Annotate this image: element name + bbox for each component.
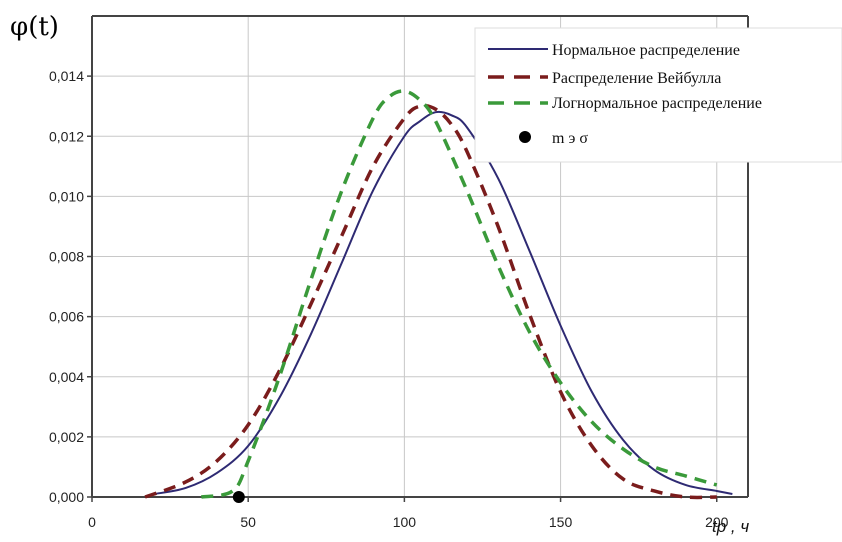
- legend-label: Логнормальное распределение: [552, 95, 762, 112]
- legend-entry-lognormal: Логнормальное распределение: [488, 95, 762, 112]
- x-tick-label: 150: [549, 514, 573, 530]
- y-axis-label: φ(t): [10, 12, 59, 42]
- y-tick-label: 0,000: [49, 489, 84, 505]
- y-tick-labels: 0,000 0,002 0,004 0,006 0,008 0,010 0,012 0,014: [49, 68, 84, 505]
- legend-entry-marker: m э σ: [519, 130, 588, 147]
- legend-label: m э σ: [552, 130, 588, 147]
- x-tick-label: 100: [393, 514, 417, 530]
- y-tick-label: 0,004: [49, 369, 84, 385]
- y-tick-label: 0,002: [49, 429, 84, 445]
- x-axis-label: tр , ч: [712, 517, 749, 536]
- y-tick-label: 0,012: [49, 128, 84, 144]
- legend-entry-weibull: Распределение Вейбулла: [488, 70, 721, 87]
- series-group: [144, 89, 733, 503]
- data-point-marker: [232, 491, 245, 503]
- series-line-lognormal: [201, 89, 718, 499]
- y-tick-label: 0,008: [49, 249, 84, 265]
- legend-entry-normal: Нормальное распределение: [488, 42, 740, 59]
- series-line-normal: [154, 110, 733, 495]
- y-tick-label: 0,010: [49, 188, 84, 204]
- legend: Нормальное распределение Распределение В…: [474, 27, 842, 163]
- y-tick-label: 0,006: [49, 309, 84, 325]
- legend-marker-swatch: [519, 131, 531, 143]
- x-tick-label: 200: [705, 514, 729, 530]
- x-tick-labels: 0 50 100 150 200: [88, 514, 729, 530]
- series-line-weibull: [144, 103, 717, 500]
- x-tick-label: 50: [240, 514, 256, 530]
- legend-label: Распределение Вейбулла: [552, 70, 721, 87]
- legend-box: [474, 27, 842, 163]
- legend-label: Нормальное распределение: [552, 42, 740, 59]
- y-tick-label: 0,014: [49, 68, 84, 84]
- x-tick-label: 0: [88, 514, 96, 530]
